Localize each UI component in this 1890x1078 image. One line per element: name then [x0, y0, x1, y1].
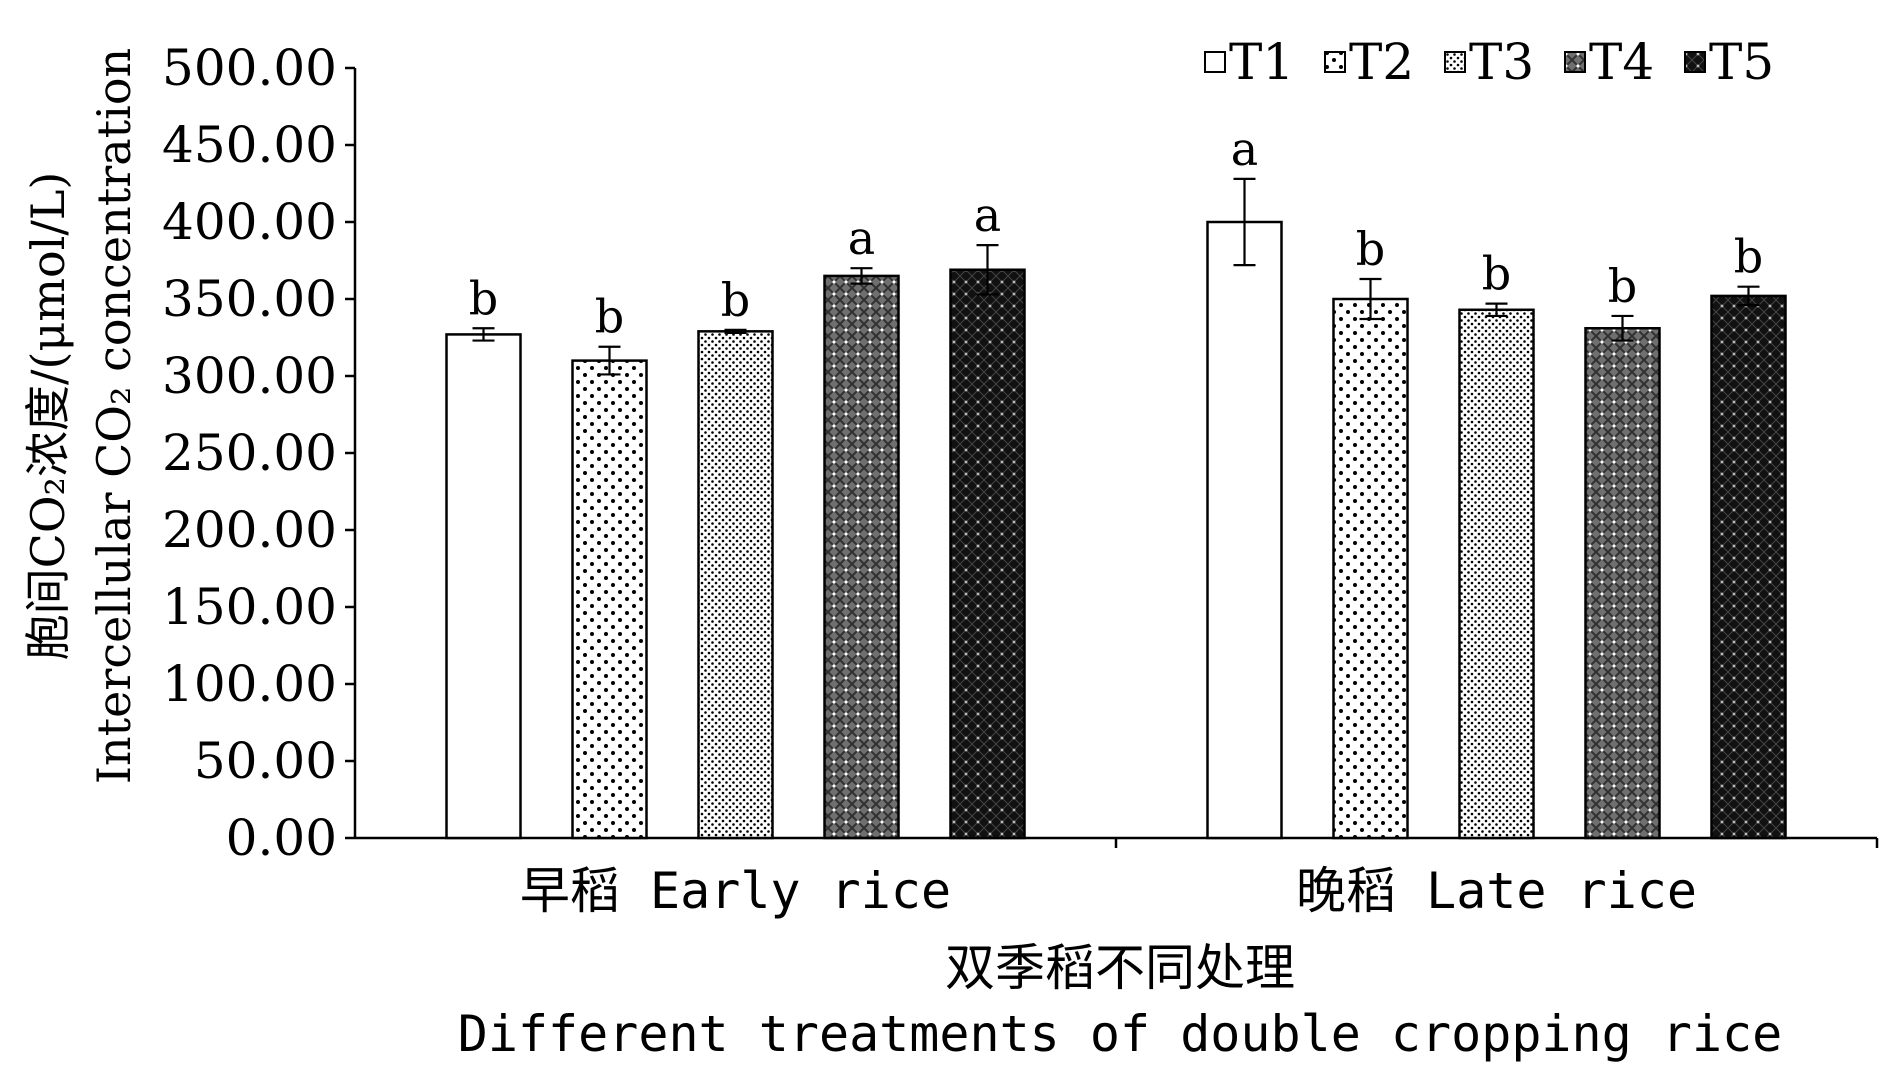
legend-item-t1: T1	[1204, 33, 1294, 91]
bar-t4	[823, 274, 900, 840]
significance-letter: a	[974, 188, 1001, 242]
category-label: 早稻 Early rice	[520, 862, 951, 920]
y-axis-title-cn: 胞间CO₂浓度/(μmol/L)	[21, 172, 75, 661]
bar-t2	[571, 359, 648, 840]
error-bar	[724, 328, 747, 334]
legend-swatch	[1324, 51, 1346, 73]
significance-letter: b	[469, 271, 498, 325]
error-bar	[850, 267, 873, 285]
legend-swatch	[1204, 51, 1226, 73]
legend-label: T2	[1349, 33, 1414, 91]
bar-t2	[1332, 297, 1409, 840]
legend-item-t2: T2	[1324, 33, 1414, 91]
y-tick-label: 450.00	[162, 116, 337, 174]
legend-swatch	[1564, 51, 1586, 73]
legend: T1 T2 T3 T4 T5	[1204, 33, 1774, 91]
y-tick-label: 50.00	[194, 732, 337, 790]
legend-item-t3: T3	[1444, 33, 1534, 91]
error-bar	[1485, 302, 1508, 318]
legend-item-t4: T4	[1564, 33, 1654, 91]
error-bar	[1359, 277, 1382, 321]
significance-letter: b	[1482, 247, 1511, 301]
y-tick-label: 150.00	[162, 578, 337, 636]
error-bar	[1737, 285, 1760, 307]
bar-t4	[1584, 327, 1661, 840]
legend-label: T5	[1709, 33, 1774, 91]
significance-letter: b	[1356, 222, 1385, 276]
legend-swatch	[1444, 51, 1466, 73]
error-bar	[598, 345, 621, 376]
significance-letter: b	[1608, 259, 1637, 313]
legend-label: T4	[1589, 33, 1654, 91]
significance-letter: b	[595, 290, 624, 344]
bar-t3	[1458, 308, 1535, 840]
y-tick-label: 0.00	[226, 809, 337, 867]
significance-letter: a	[848, 211, 875, 265]
error-bar	[976, 244, 999, 296]
significance-letter: b	[721, 273, 750, 327]
y-ticks: 0.00 50.00 100.00 150.00 200.00 250.00 300.00 3…	[162, 39, 355, 867]
y-tick-label: 250.00	[162, 424, 337, 482]
y-tick-label: 350.00	[162, 270, 337, 328]
significance-letter: b	[1734, 230, 1763, 284]
bar-t3	[697, 330, 774, 840]
category-label: 晚稻 Late rice	[1296, 862, 1697, 920]
y-axis-title-en: Intercellular CO₂ concentration	[87, 48, 141, 784]
category-labels: 早稻 Early rice 晚稻 Late rice	[520, 862, 1697, 920]
legend-swatch	[1684, 51, 1706, 73]
bar-t1	[1206, 220, 1283, 840]
significance-letter: a	[1231, 122, 1258, 176]
legend-label: T1	[1229, 33, 1294, 91]
y-tick-label: 200.00	[162, 501, 337, 559]
x-axis-title-en: Different treatments of double cropping …	[458, 1005, 1783, 1063]
error-bar	[1233, 177, 1256, 267]
y-tick-label: 400.00	[162, 193, 337, 251]
y-axis-title: 胞间CO₂浓度/(μmol/L) Intercellular CO₂ conce…	[21, 48, 141, 784]
legend-label: T3	[1469, 33, 1534, 91]
bar-t1	[445, 333, 522, 840]
bar-t5	[949, 268, 1026, 840]
bar-t5	[1710, 294, 1787, 840]
x-axis-title-cn: 双季稻不同处理	[945, 939, 1295, 997]
y-tick-label: 100.00	[162, 655, 337, 713]
error-bar	[472, 327, 495, 342]
legend-item-t5: T5	[1684, 33, 1774, 91]
y-tick-label: 500.00	[162, 39, 337, 97]
y-tick-label: 300.00	[162, 347, 337, 405]
bars: b b b a a a b b b b	[445, 122, 1787, 840]
error-bar	[1611, 314, 1634, 342]
